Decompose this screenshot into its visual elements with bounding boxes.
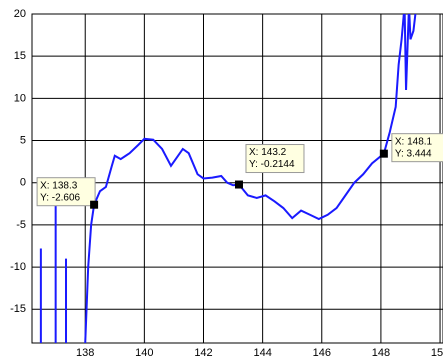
y-tick-label: -10 xyxy=(10,261,26,273)
x-tick-label: 142 xyxy=(194,347,212,359)
x-tick-label: 140 xyxy=(135,347,153,359)
data-tip-marker xyxy=(379,149,388,158)
y-tick-label: 10 xyxy=(14,92,26,104)
data-tip-y: Y: -0.2144 xyxy=(249,159,295,170)
data-tip-marker xyxy=(234,180,243,189)
data-tip: X: 143.2Y: -0.2144 xyxy=(245,144,305,174)
y-tick-label: -5 xyxy=(16,219,26,231)
data-tip-marker xyxy=(90,200,99,209)
x-tick-label: 150 xyxy=(431,347,443,359)
x-tick-label: 146 xyxy=(313,347,331,359)
data-tip-x: X: 148.1 xyxy=(395,136,433,147)
data-tip-box xyxy=(245,144,305,174)
data-tip: X: 138.3Y: -2.606 xyxy=(36,177,96,207)
plot-area xyxy=(32,14,443,343)
data-tip-box xyxy=(36,177,96,207)
y-tick-label: 5 xyxy=(20,134,26,146)
x-tick-label: 138 xyxy=(76,347,94,359)
y-tick-label: 20 xyxy=(14,8,26,20)
data-tip-x: X: 138.3 xyxy=(40,180,78,191)
x-tick-label: 148 xyxy=(372,347,390,359)
data-tip-box xyxy=(391,133,443,163)
axes-box xyxy=(31,13,443,344)
data-tip-x: X: 143.2 xyxy=(249,147,287,158)
data-tip-y: Y: -2.606 xyxy=(40,192,80,203)
y-tick-label: 15 xyxy=(14,50,26,62)
y-tick-label: -15 xyxy=(10,303,26,315)
data-tip-y: Y: 3.444 xyxy=(395,148,432,159)
data-tip: X: 148.1Y: 3.444 xyxy=(391,133,443,163)
x-tick-label: 144 xyxy=(253,347,271,359)
y-tick-label: 0 xyxy=(20,177,26,189)
data-line xyxy=(39,14,417,343)
